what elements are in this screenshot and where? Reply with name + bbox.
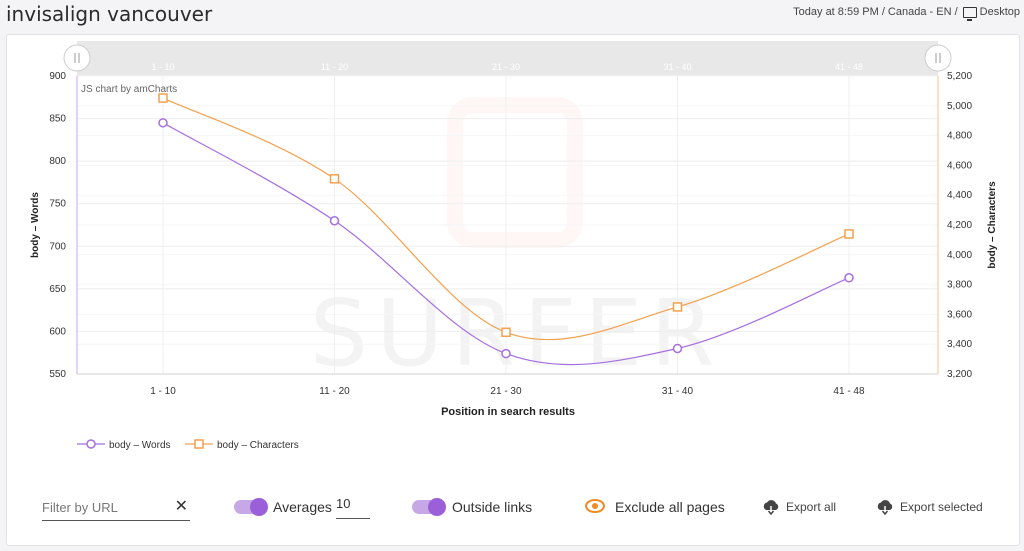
y-tick-label-right: 4,400	[947, 190, 972, 201]
y-tick-label-left: 700	[49, 241, 66, 252]
report-meta-time: Today at 8:59 PM / Canada - EN /	[793, 6, 958, 18]
x-tick-label: 31 - 40	[662, 386, 694, 397]
data-point[interactable]	[844, 229, 854, 239]
controls-bar: ✕ Averages 10 Outside links Exclude all …	[0, 496, 1024, 526]
report-meta: Today at 8:59 PM / Canada - EN / Desktop	[793, 6, 1020, 21]
y-tick-label-left: 750	[49, 199, 66, 210]
range-handle-left[interactable]	[63, 44, 91, 72]
y-tick-label-right: 3,800	[947, 280, 972, 291]
outside-links-label: Outside links	[452, 499, 533, 515]
y-tick-label-left: 600	[49, 326, 66, 337]
y-tick-label-left: 550	[49, 369, 66, 380]
y-tick-label-right: 4,800	[947, 131, 972, 142]
scrollbar-label: 21 - 30	[492, 62, 520, 72]
eye-icon[interactable]	[585, 498, 605, 514]
legend-marker	[194, 439, 204, 449]
desktop-icon	[962, 6, 977, 21]
report-meta-device: Desktop	[979, 6, 1020, 18]
data-point[interactable]	[329, 174, 340, 184]
x-tick-label: 21 - 30	[490, 386, 522, 397]
filter-url-input[interactable]	[42, 496, 162, 518]
legend-marker	[86, 439, 96, 449]
surfer-watermark: SURFER	[310, 97, 723, 387]
averages-toggle[interactable]	[234, 498, 268, 516]
y-tick-label-left: 850	[49, 114, 66, 125]
y-tick-label-right: 4,200	[947, 220, 972, 231]
y-axis-label-left: body – Words	[30, 192, 41, 258]
averages-label: Averages	[273, 499, 332, 515]
export-selected-label: Export selected	[900, 500, 983, 514]
chart-credit[interactable]: JS chart by amCharts	[81, 84, 177, 95]
export-selected-button[interactable]: Export selected	[876, 499, 983, 515]
export-all-button[interactable]: Export all	[762, 499, 836, 515]
y-tick-label-right: 4,600	[947, 160, 972, 171]
range-scrollbar[interactable]	[77, 41, 938, 76]
close-icon[interactable]: ✕	[174, 498, 188, 515]
y-tick-label-left: 650	[49, 284, 66, 295]
scrollbar-label: 41 - 48	[835, 62, 863, 72]
export-all-label: Export all	[786, 500, 837, 514]
x-tick-label: 41 - 48	[833, 386, 865, 397]
y-axis-label-right: body – Characters	[987, 181, 998, 269]
data-point[interactable]	[329, 215, 340, 226]
data-point[interactable]	[844, 273, 854, 283]
x-tick-label: 1 - 10	[150, 386, 176, 397]
y-tick-label-right: 3,400	[947, 339, 972, 350]
y-tick-label-right: 3,600	[947, 309, 972, 320]
line-chart: SURFER 550 600 650 700 750 800 850 900 3,200 3,4…	[30, 41, 998, 451]
scrollbar-label: 1 - 10	[151, 62, 174, 72]
data-point[interactable]	[158, 93, 168, 103]
legend-label: body – Words	[109, 440, 171, 451]
y-tick-label-right: 3,200	[947, 369, 972, 380]
exclude-all-pages-button[interactable]: Exclude all pages	[615, 499, 725, 515]
y-tick-label-left: 900	[49, 71, 66, 82]
outside-links-toggle-knob	[428, 498, 446, 516]
y-tick-label-right: 4,000	[947, 250, 972, 261]
y-tick-label-left: 800	[49, 156, 66, 167]
averages-input[interactable]: 10	[336, 496, 370, 519]
page-title: invisalign vancouver	[6, 2, 213, 26]
x-tick-label: 11 - 20	[319, 386, 350, 397]
data-point[interactable]	[672, 343, 683, 354]
range-handle-right[interactable]	[924, 44, 952, 72]
outside-links-toggle[interactable]	[412, 498, 446, 516]
filter-field: ✕	[42, 496, 190, 521]
cloud-download-icon	[763, 500, 779, 515]
x-axis-label: Position in search results	[441, 406, 575, 418]
y-tick-label-right: 5,200	[947, 71, 972, 82]
svg-text:SURFER: SURFER	[310, 280, 723, 387]
data-point[interactable]	[501, 348, 511, 359]
legend-label: body – Characters	[217, 440, 299, 451]
scrollbar-label: 11 - 20	[321, 62, 348, 72]
data-point[interactable]	[672, 302, 683, 312]
cloud-download-icon	[877, 500, 893, 515]
averages-toggle-knob	[250, 498, 268, 516]
data-point[interactable]	[158, 118, 168, 128]
y-tick-label-right: 5,000	[947, 101, 972, 112]
chart-card	[6, 34, 1020, 546]
chart-legend[interactable]: body – Words body – Characters	[77, 439, 299, 451]
scrollbar-label: 31 - 40	[663, 62, 691, 72]
data-point[interactable]	[501, 327, 511, 338]
